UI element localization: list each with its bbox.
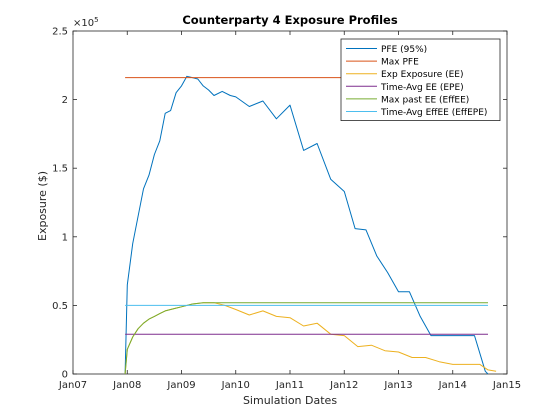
legend: PFE (95%) Max PFE Exp Exposure (EE) Time-Av… [340, 38, 501, 121]
x-tick-label: Jan09 [166, 380, 195, 391]
x-axis-label: Simulation Dates [243, 394, 337, 407]
legend-label: Max past EE (EffEE) [381, 95, 469, 105]
legend-label: Max PFE [381, 58, 419, 68]
legend-label: PFE (95%) [381, 45, 427, 55]
series-layer [124, 75, 497, 375]
y-axis-label: Exposure ($) [36, 171, 49, 241]
y-tick-label: 1.5 [52, 164, 68, 175]
legend-box [340, 38, 501, 121]
y-tick-label: 2.5 [52, 27, 68, 38]
y-axis-multiplier: ×10 [73, 18, 94, 29]
legend-label: Time-Avg EffEE (EffEPE) [380, 108, 487, 118]
y-axis-exponent: ×105 [73, 16, 99, 29]
y-tick-label: 1 [62, 232, 68, 243]
series-line-1 [124, 75, 489, 375]
x-tick-label: Jan08 [112, 380, 141, 391]
y-tick-label: 2 [62, 95, 68, 106]
y-tick-label: 0.5 [52, 301, 68, 312]
x-tick-label: Jan13 [383, 380, 412, 391]
legend-label: Time-Avg EE (EPE) [380, 83, 464, 93]
x-tick-label: Jan14 [438, 380, 467, 391]
x-tick-label: Jan12 [329, 380, 358, 391]
y-axis-exponent-value: 5 [94, 16, 98, 24]
x-tick-label: Jan07 [58, 380, 87, 391]
series-line-5 [124, 302, 488, 375]
x-tick-label: Jan15 [492, 380, 521, 391]
y-tick-label: 0 [62, 370, 68, 381]
chart-title: Counterparty 4 Exposure Profiles [182, 13, 398, 27]
x-tick-label: Jan10 [221, 380, 250, 391]
legend-label: Exp Exposure (EE) [381, 70, 464, 80]
x-tick-label: Jan11 [275, 380, 304, 391]
axes-layer: Jan07 Jan08 Jan09 Jan10 Jan11 Jan12 Jan13 Jan14… [52, 27, 521, 392]
